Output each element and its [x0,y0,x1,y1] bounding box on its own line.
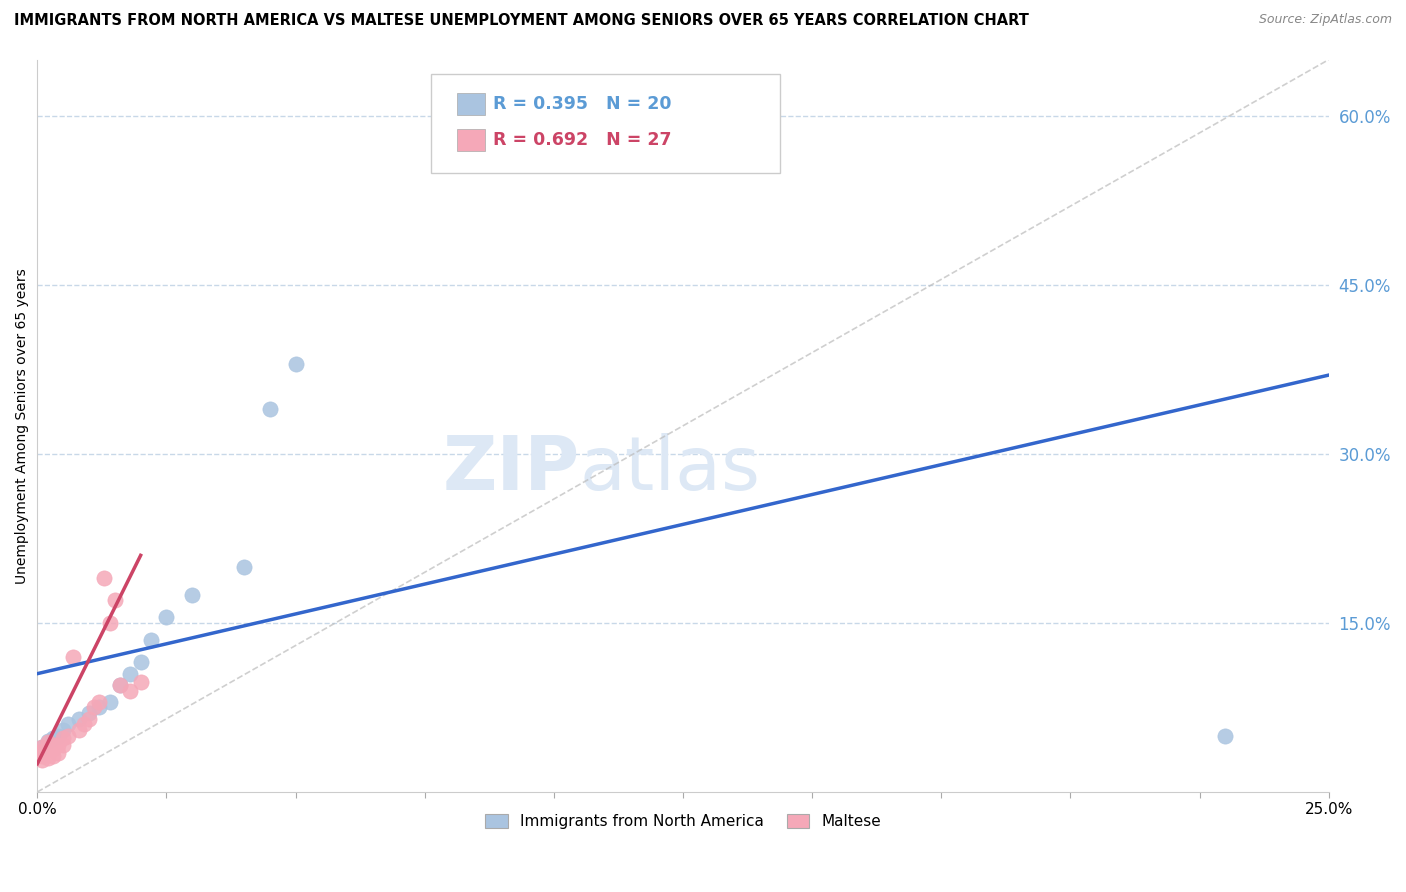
Point [259,401,281,416]
Point [284,357,307,371]
Point [233,559,256,574]
Point [77,712,100,726]
Point [31,744,53,758]
Point [31,739,53,754]
Point [42,731,65,745]
Text: R = 0.395   N = 20: R = 0.395 N = 20 [494,95,672,112]
Point [104,593,127,607]
Point [37,742,59,756]
Point [31,753,53,767]
Point [62,649,84,664]
Point [67,712,90,726]
Point [77,706,100,720]
Point [37,735,59,749]
Point [108,678,131,692]
FancyBboxPatch shape [432,74,780,173]
Point [89,700,111,714]
Y-axis label: Unemployment Among Seniors over 65 years: Unemployment Among Seniors over 65 years [15,268,30,583]
Point [98,695,121,709]
Point [42,738,65,752]
Point [52,738,75,752]
Point [120,683,142,698]
Point [129,674,152,689]
Point [73,717,96,731]
Text: R = 0.692   N = 27: R = 0.692 N = 27 [494,131,672,149]
Point [1215,729,1237,743]
Point [129,656,152,670]
Point [46,729,69,743]
Point [46,746,69,760]
FancyBboxPatch shape [457,129,485,151]
Text: ZIP: ZIP [443,434,579,507]
Point [31,748,53,763]
Point [52,723,75,737]
Text: Source: ZipAtlas.com: Source: ZipAtlas.com [1258,13,1392,27]
Point [120,666,142,681]
Legend: Immigrants from North America, Maltese: Immigrants from North America, Maltese [478,808,887,836]
FancyBboxPatch shape [457,93,485,114]
Point [58,729,80,743]
Point [93,571,115,585]
Point [46,738,69,752]
Point [67,723,90,737]
Point [58,717,80,731]
Point [37,734,59,748]
Point [83,700,105,714]
Point [42,748,65,763]
Point [181,588,204,602]
Point [37,751,59,765]
Point [89,695,111,709]
Point [52,731,75,745]
Point [98,615,121,630]
Point [155,610,177,624]
Point [31,739,53,754]
Text: IMMIGRANTS FROM NORTH AMERICA VS MALTESE UNEMPLOYMENT AMONG SENIORS OVER 65 YEAR: IMMIGRANTS FROM NORTH AMERICA VS MALTESE… [14,13,1029,29]
Point [139,632,162,647]
Point [108,678,131,692]
Point [42,742,65,756]
Text: atlas: atlas [579,434,761,507]
